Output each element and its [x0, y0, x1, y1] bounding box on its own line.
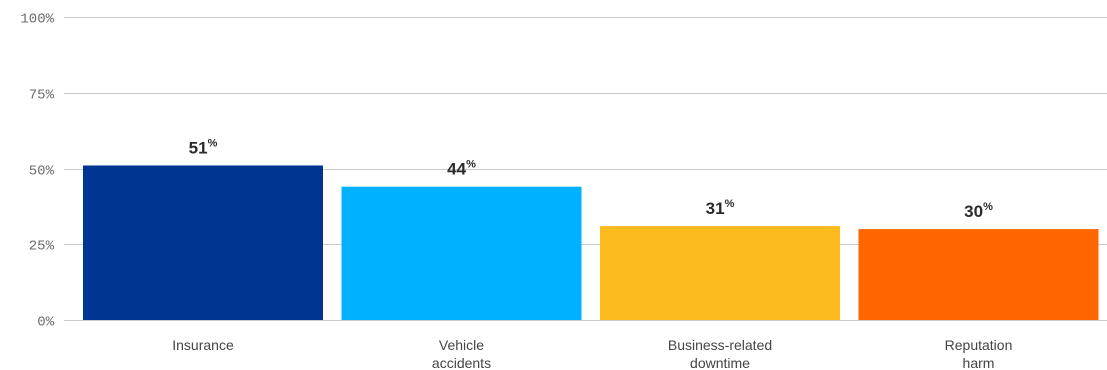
value-labels: 51% 44% 31% 30%: [189, 137, 993, 221]
bar-value-label: 31%: [706, 198, 735, 218]
bar-value-label: 44%: [447, 159, 476, 179]
y-axis-ticks: 0% 25% 50% 75% 100%: [20, 12, 54, 331]
y-tick-label: 75%: [29, 88, 55, 104]
bar-value-label: 30%: [964, 201, 993, 221]
bar: [341, 186, 582, 320]
category-labels: Insurance Vehicle accidents Business-relate…: [172, 337, 1012, 370]
category-label: Insurance: [172, 337, 234, 353]
bar: [83, 165, 323, 320]
bar-value-label: 51%: [189, 137, 218, 157]
category-label: Vehicle accidents: [432, 337, 491, 370]
category-label: Business-related downtime: [668, 337, 772, 370]
bar: [600, 226, 840, 320]
y-tick-label: 25%: [29, 239, 55, 255]
category-label: Reputation harm: [945, 337, 1013, 370]
y-tick-label: 50%: [29, 164, 55, 180]
bar: [858, 229, 1099, 320]
bars: [83, 165, 1099, 320]
y-tick-label: 0%: [37, 315, 54, 331]
y-tick-label: 100%: [20, 12, 54, 28]
